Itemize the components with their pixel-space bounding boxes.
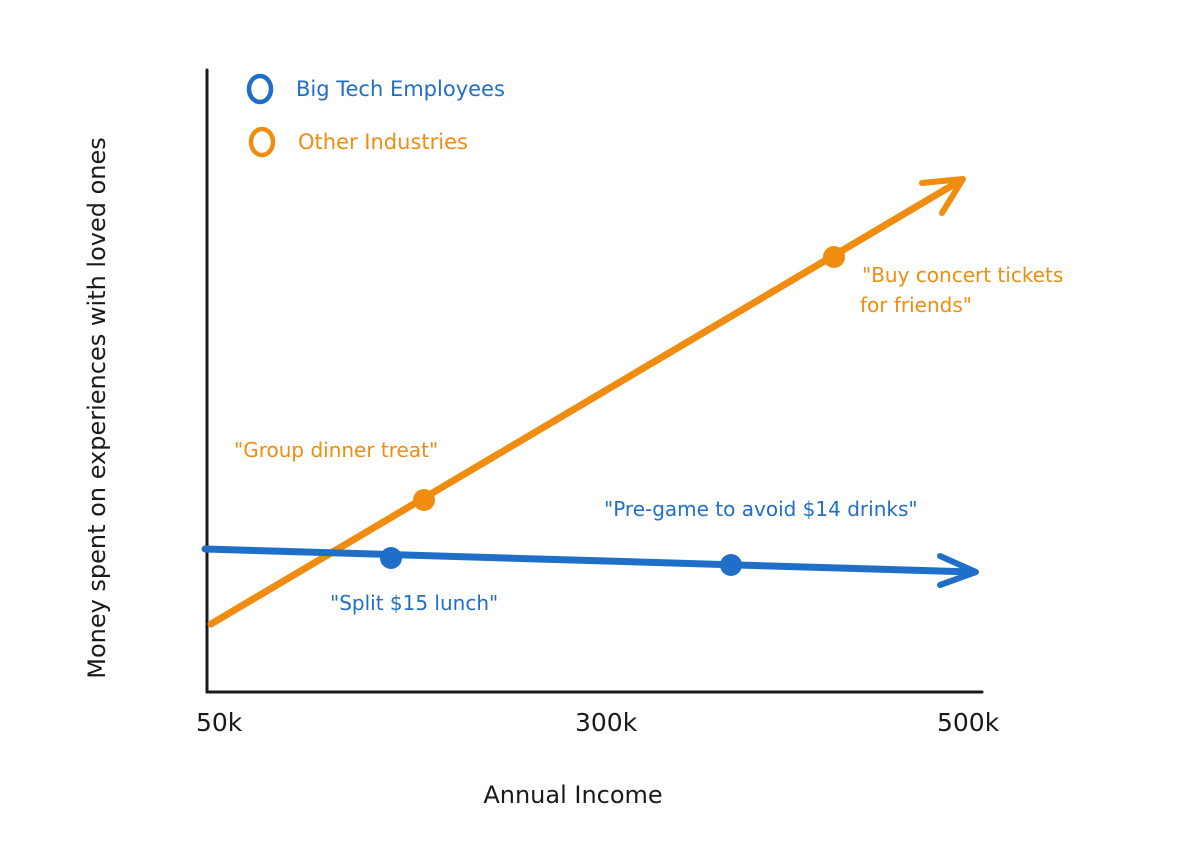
- point-split-lunch: [380, 547, 402, 569]
- point-concert-tickets: [823, 246, 845, 268]
- series-arrowhead-other: [919, 176, 966, 216]
- legend-marker-big-tech: [246, 73, 274, 105]
- x-tick-500k: 500k: [937, 708, 1000, 737]
- annotation-split-lunch: "Split $15 lunch": [330, 591, 498, 615]
- x-axis-label: Annual Income: [483, 781, 662, 809]
- legend-label-other: Other Industries: [298, 130, 468, 154]
- series-arrowhead-big-tech: [937, 553, 979, 588]
- annotation-pre-game: "Pre-game to avoid $14 drinks": [604, 497, 918, 521]
- point-pre-game: [720, 554, 742, 576]
- x-tick-300k: 300k: [575, 708, 638, 737]
- point-group-dinner: [413, 489, 435, 511]
- annotation-concert-line-2: for friends": [860, 293, 972, 317]
- x-tick-50k: 50k: [196, 708, 243, 737]
- series-line-big-tech: [201, 545, 976, 576]
- legend: Big Tech Employees Other Industries: [246, 73, 505, 158]
- y-axis-label: Money spent on experiences with loved on…: [83, 137, 111, 679]
- legend-marker-other: [248, 126, 276, 158]
- annotation-group-dinner: "Group dinner treat": [234, 438, 438, 462]
- legend-label-big-tech: Big Tech Employees: [296, 77, 505, 101]
- annotation-concert-line-1: "Buy concert tickets: [862, 263, 1063, 287]
- annotation-concert-tickets: "Buy concert tickets for friends": [860, 263, 1070, 317]
